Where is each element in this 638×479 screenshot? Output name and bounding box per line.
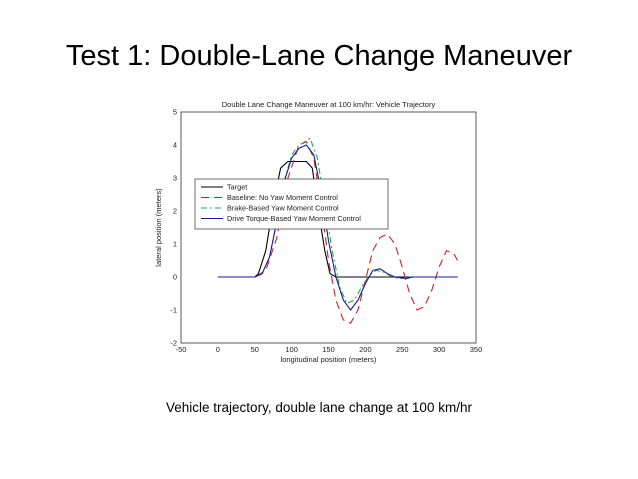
y-tick-label: 1 xyxy=(173,240,177,249)
series-line-2 xyxy=(217,141,459,324)
legend-label-3: Brake-Based Yaw Moment Control xyxy=(227,204,339,213)
y-tick-label: 2 xyxy=(173,207,177,216)
x-tick-label: 0 xyxy=(216,345,220,354)
chart-svg: Double Lane Change Maneuver at 100 km/hr… xyxy=(154,100,483,364)
slide-caption: Vehicle trajectory, double lane change a… xyxy=(166,400,472,415)
x-axis-label: longitudinal position (meters) xyxy=(281,355,377,364)
y-tick-label: 5 xyxy=(173,108,177,117)
x-tick-label: 50 xyxy=(251,345,259,354)
slide-title: Test 1: Double-Lane Change Maneuver xyxy=(65,40,573,72)
y-tick-label: -1 xyxy=(170,306,177,315)
x-tick-label: 300 xyxy=(433,345,446,354)
chart-title: Double Lane Change Maneuver at 100 km/hr… xyxy=(222,100,436,109)
x-tick-label: 200 xyxy=(359,345,372,354)
series-line-1 xyxy=(217,160,458,278)
x-tick-label: 250 xyxy=(396,345,409,354)
legend-label-4: Drive Torque-Based Yaw Moment Control xyxy=(227,214,361,223)
trajectory-chart: Double Lane Change Maneuver at 100 km/hr… xyxy=(150,94,490,384)
legend-label-2: Baseline: No Yaw Moment Control xyxy=(227,193,338,202)
x-tick-label: -50 xyxy=(176,345,187,354)
legend-box xyxy=(194,178,389,230)
y-tick-label: 4 xyxy=(173,141,177,150)
legend-label-1: Target xyxy=(227,183,247,192)
x-tick-label: 150 xyxy=(322,345,335,354)
y-tick-label: 3 xyxy=(173,174,177,183)
x-tick-label: 100 xyxy=(285,345,298,354)
x-tick-label: 350 xyxy=(470,345,483,354)
y-axis-label: lateral position (meters) xyxy=(154,188,163,267)
plot-frame xyxy=(180,111,477,344)
y-tick-label: -2 xyxy=(170,339,177,348)
y-tick-label: 0 xyxy=(173,273,177,282)
